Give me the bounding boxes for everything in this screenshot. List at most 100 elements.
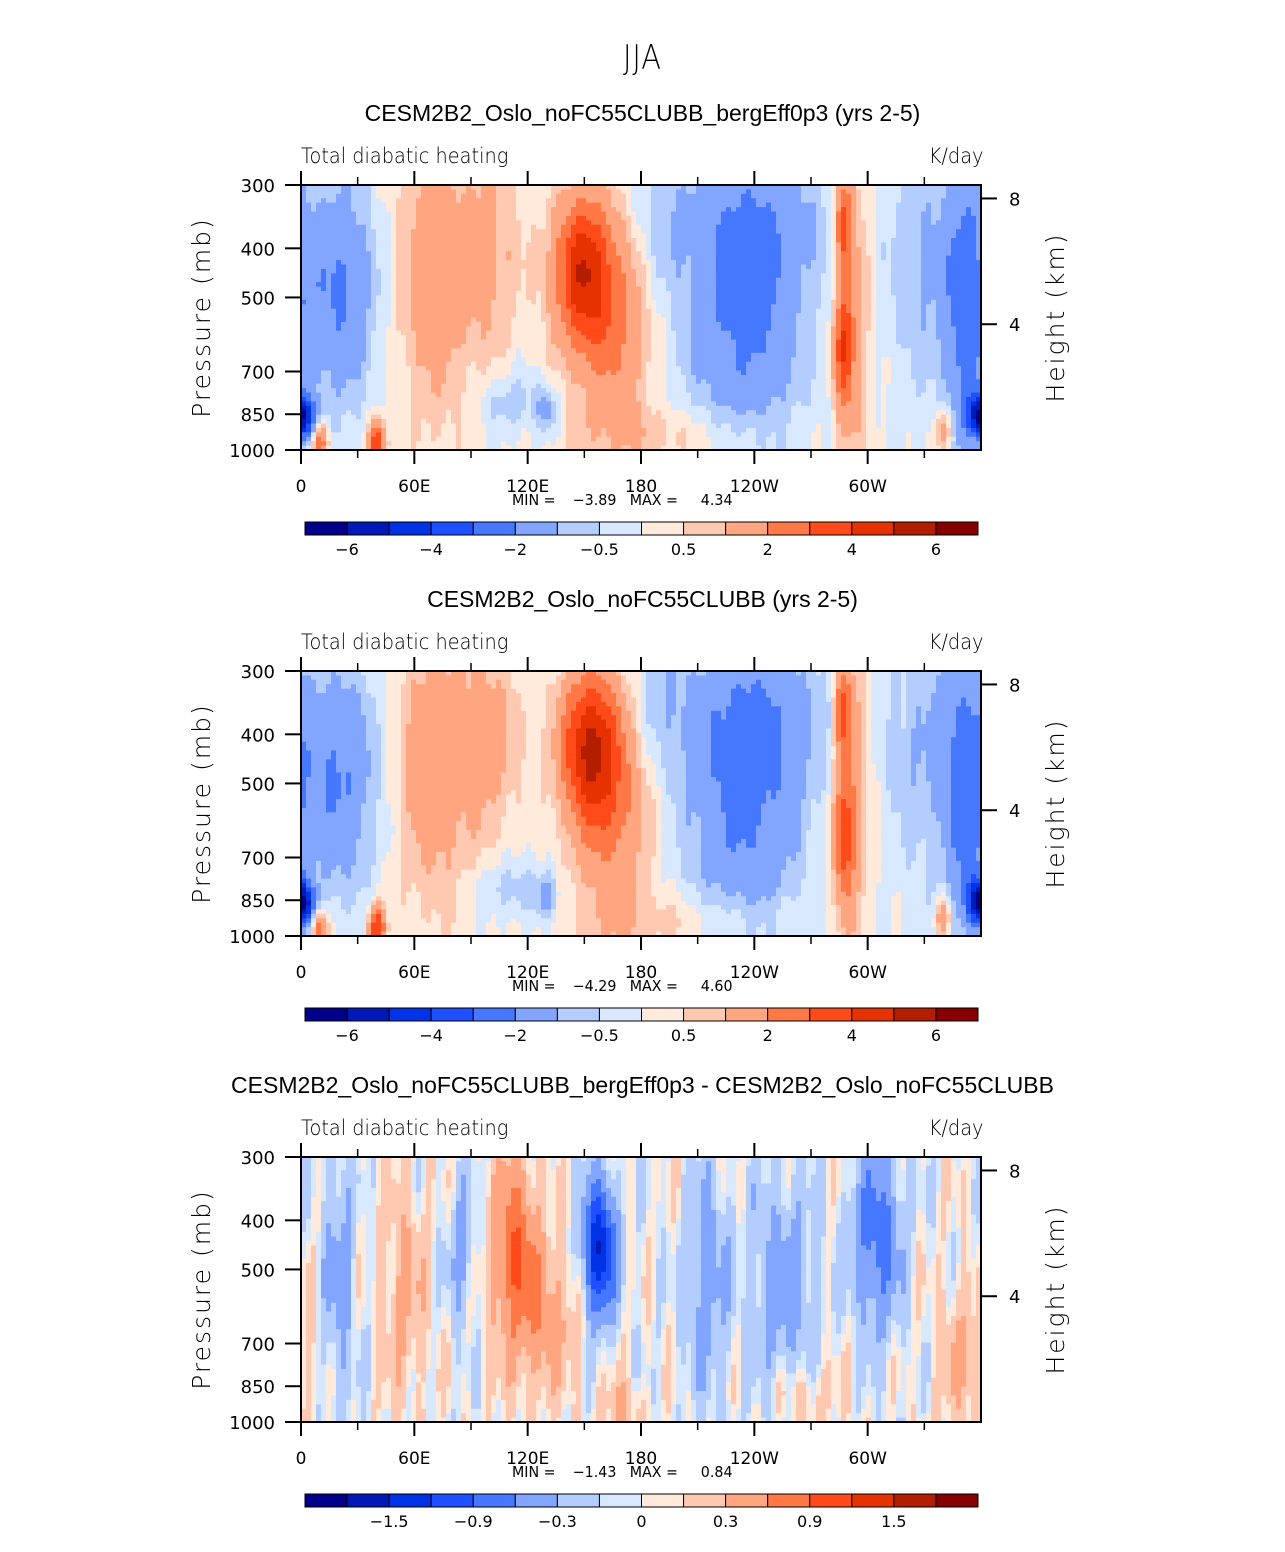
contour-cell [701, 839, 727, 844]
contour-cell [831, 326, 837, 331]
contour-cell [496, 839, 562, 844]
contour-cell [586, 821, 612, 826]
contour-cell [796, 353, 817, 358]
contour-cell [661, 764, 687, 769]
contour-cell [521, 379, 547, 384]
contour-cell [371, 362, 387, 367]
contour-cell [646, 234, 652, 239]
contour-cell [956, 914, 967, 919]
contour-cell [731, 207, 737, 212]
contour-cell [521, 220, 547, 225]
contour-cell [781, 870, 807, 875]
contour-cell [646, 777, 657, 782]
contour-cell [966, 397, 977, 402]
contour-cell [316, 874, 322, 879]
contour-cell [521, 781, 542, 786]
contour-cell [561, 415, 567, 420]
contour-cell [646, 432, 667, 437]
contour-cell [831, 331, 837, 336]
contour-cell [836, 189, 842, 194]
contour-cell [671, 799, 687, 804]
contour-cell [886, 437, 907, 442]
contour-cell [896, 318, 922, 323]
contour-cell [651, 278, 667, 283]
contour-cell [866, 680, 872, 685]
contour-cell [511, 335, 547, 340]
contour-cell [961, 698, 967, 703]
contour-cell [301, 821, 362, 826]
contour-cell [521, 764, 542, 769]
contour-cell [301, 322, 337, 327]
contour-cell [576, 768, 587, 773]
contour-cell [406, 786, 502, 791]
contour-cell [341, 388, 367, 393]
contour-cell [611, 198, 627, 203]
contour-cell [671, 216, 722, 221]
contour-cell [781, 781, 807, 786]
contour-cell [791, 357, 817, 362]
contour-cell [816, 242, 827, 247]
contour-cell [776, 887, 802, 892]
contour-cell [366, 331, 372, 336]
contour-cell [341, 675, 367, 680]
contour-cell [831, 790, 837, 795]
contour-cell [356, 684, 367, 689]
contour-cell [551, 220, 567, 225]
contour-cell [511, 366, 542, 371]
contour-cell [881, 371, 892, 376]
contour-cell [851, 238, 857, 243]
contour-cell [416, 839, 457, 844]
contour-cell [556, 269, 567, 274]
contour-cell [436, 857, 447, 862]
contour-cell [501, 790, 512, 795]
contour-cell [896, 322, 922, 327]
contour-cell [436, 910, 457, 915]
contour-cell [546, 335, 552, 340]
contour-cell [956, 437, 977, 442]
contour-cell [566, 764, 577, 769]
contour-cell [896, 309, 922, 314]
contour-cell [936, 331, 957, 336]
contour-cell [836, 918, 842, 923]
contour-cell [541, 751, 552, 756]
contour-cell [971, 415, 977, 420]
contour-cell [781, 733, 812, 738]
contour-cell [466, 366, 477, 371]
contour-cell [641, 715, 647, 720]
contour-cell [456, 198, 462, 203]
contour-cell [701, 923, 747, 928]
contour-cell [636, 388, 647, 393]
contour-cell [741, 892, 777, 897]
contour-cell [861, 773, 867, 778]
contour-cell [951, 309, 982, 314]
contour-cell [656, 843, 662, 848]
contour-cell [671, 724, 682, 729]
contour-cell [861, 799, 867, 804]
contour-cell [951, 751, 982, 756]
contour-cell [556, 198, 577, 203]
contour-cell [956, 428, 967, 433]
contour-cell [886, 419, 932, 424]
contour-cell [881, 781, 887, 786]
contour-cell [856, 344, 862, 349]
contour-cell [841, 428, 862, 433]
contour-cell [846, 348, 852, 353]
contour-cell [401, 879, 457, 884]
contour-cell [856, 340, 862, 345]
contour-cell [896, 326, 922, 331]
contour-cell [641, 720, 647, 725]
contour-cell [371, 348, 387, 353]
contour-cell [636, 702, 642, 707]
contour-cell [556, 759, 562, 764]
contour-cell [836, 706, 842, 711]
contour-cell [861, 781, 867, 786]
contour-cell [386, 857, 402, 862]
contour-cell [461, 428, 487, 433]
contour-cell [376, 857, 387, 862]
contour-cell [716, 225, 777, 230]
contour-cell [556, 260, 567, 265]
contour-cell [821, 203, 832, 208]
contour-cell [636, 711, 642, 716]
contour-cell [796, 401, 802, 406]
contour-cell [566, 441, 612, 446]
